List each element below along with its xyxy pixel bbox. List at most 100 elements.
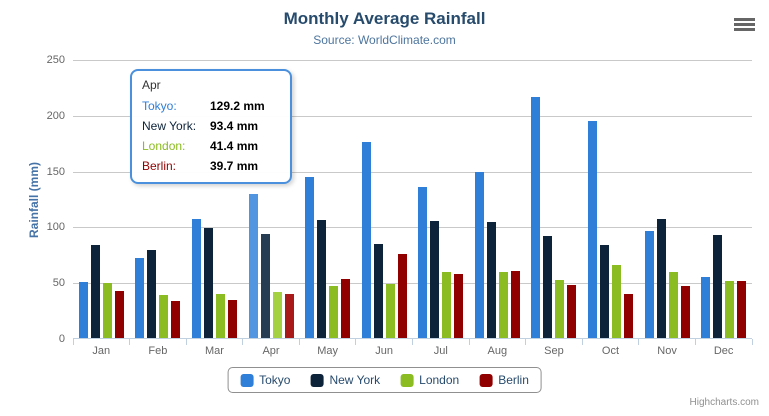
bar-new-york-nov[interactable] — [656, 219, 666, 338]
bar-new-york-aug[interactable] — [486, 221, 496, 338]
x-axis-tick — [751, 339, 753, 345]
x-axis-tick — [581, 339, 583, 345]
bar-berlin-jun[interactable] — [397, 253, 407, 338]
chart-subtitle: Source: WorldClimate.com — [313, 33, 456, 47]
bar-london-jan[interactable] — [102, 283, 112, 338]
bar-tokyo-dec[interactable] — [701, 277, 711, 338]
bar-london-aug[interactable] — [498, 271, 508, 338]
bar-berlin-jul[interactable] — [454, 273, 464, 338]
x-tick-label-dec: Dec — [713, 345, 734, 357]
x-axis-tick — [412, 339, 413, 345]
legend-item-new-york[interactable]: New York — [310, 373, 380, 387]
bar-tokyo-jul[interactable] — [418, 186, 428, 338]
bar-new-york-mar[interactable] — [203, 228, 213, 338]
hamburger-icon — [733, 28, 755, 31]
bar-tokyo-jan[interactable] — [78, 282, 88, 338]
legend-label-berlin: Berlin — [498, 373, 529, 387]
bar-london-jul[interactable] — [442, 272, 452, 338]
x-tick-label-sep: Sep — [544, 345, 564, 357]
bar-berlin-nov[interactable] — [680, 285, 690, 338]
x-axis-tick — [185, 339, 187, 345]
bar-new-york-apr[interactable] — [260, 233, 270, 338]
bar-london-feb[interactable] — [159, 294, 169, 338]
x-axis-tick — [242, 339, 244, 345]
y-tick-label-200: 200 — [46, 109, 65, 122]
bar-group-feb — [130, 60, 187, 338]
bar-new-york-feb[interactable] — [147, 250, 157, 338]
gridline-50 — [73, 283, 752, 285]
bar-london-may[interactable] — [329, 285, 339, 338]
bar-berlin-jan[interactable] — [114, 290, 124, 338]
bar-london-mar[interactable] — [215, 294, 225, 338]
bar-berlin-feb[interactable] — [171, 300, 181, 338]
bar-berlin-oct[interactable] — [624, 294, 634, 338]
bar-new-york-oct[interactable] — [600, 244, 610, 338]
bar-london-sep[interactable] — [555, 279, 565, 338]
y-tick-label-100: 100 — [46, 221, 65, 234]
tooltip-rows: Tokyo: 129.2 mm New York: 93.4 mm London: 41.… — [142, 96, 280, 176]
bar-tokyo-apr[interactable] — [248, 193, 258, 338]
bar-tokyo-aug[interactable] — [474, 172, 484, 338]
bar-new-york-jun[interactable] — [373, 243, 383, 338]
x-axis-tick — [355, 339, 357, 345]
bar-berlin-apr[interactable] — [284, 293, 294, 338]
hamburger-icon — [733, 23, 755, 26]
bar-tokyo-sep[interactable] — [531, 96, 541, 338]
bar-group-dec — [695, 60, 752, 338]
x-tick-label-apr: Apr — [262, 345, 280, 357]
bar-berlin-may[interactable] — [341, 279, 351, 338]
bar-new-york-may[interactable] — [317, 219, 327, 338]
export-menu-button[interactable] — [731, 15, 757, 33]
y-tick-label-50: 50 — [52, 277, 65, 290]
bar-tokyo-jun[interactable] — [361, 141, 371, 338]
bar-berlin-sep[interactable] — [567, 284, 577, 338]
bar-tokyo-mar[interactable] — [191, 219, 201, 338]
legend-item-berlin[interactable]: Berlin — [479, 373, 529, 387]
bar-group-apr — [243, 60, 300, 338]
x-tick-label-mar: Mar — [204, 345, 224, 357]
x-axis-tick — [638, 339, 640, 345]
bar-london-oct[interactable] — [612, 265, 622, 338]
bar-berlin-mar[interactable] — [227, 299, 237, 338]
tooltip-row-london: London: 41.4 mm — [142, 136, 280, 156]
bar-london-jun[interactable] — [385, 284, 395, 338]
bar-group-jun — [356, 60, 413, 338]
x-tick-label-oct: Oct — [601, 345, 620, 357]
bar-tokyo-nov[interactable] — [644, 231, 654, 338]
credits-link[interactable]: Highcharts.com — [689, 397, 759, 408]
bar-new-york-jul[interactable] — [430, 220, 440, 338]
bar-new-york-dec[interactable] — [713, 235, 723, 338]
bar-group-oct — [582, 60, 639, 338]
x-axis-tick — [72, 339, 74, 345]
legend-item-london[interactable]: London — [400, 373, 459, 387]
tooltip-series-name: Tokyo: — [142, 99, 177, 113]
x-tick-label-jun: Jun — [375, 345, 394, 357]
bar-tokyo-oct[interactable] — [588, 121, 598, 338]
legend-item-tokyo[interactable]: Tokyo — [240, 373, 290, 387]
bar-new-york-sep[interactable] — [543, 236, 553, 338]
tooltip-series-value: 39.7 mm — [210, 159, 259, 173]
bar-berlin-aug[interactable] — [510, 270, 520, 338]
x-tick-label-aug: Aug — [487, 345, 508, 357]
x-axis-tick — [468, 339, 470, 345]
bar-london-nov[interactable] — [668, 271, 678, 338]
bar-group-mar — [186, 60, 243, 338]
bar-berlin-dec[interactable] — [737, 280, 747, 338]
bar-tokyo-may[interactable] — [305, 177, 315, 338]
x-axis-labels: Jan Feb Mar Apr May Jun Jul Aug Sep Oct Nov Dec — [73, 345, 752, 357]
legend-swatch-new-york — [310, 373, 324, 387]
gridline-200 — [73, 115, 752, 117]
bar-london-apr[interactable] — [272, 291, 282, 338]
x-tick-label-feb: Feb — [148, 345, 168, 357]
x-tick-label-jan: Jan — [92, 345, 111, 357]
legend-swatch-london — [400, 373, 414, 387]
bar-tokyo-feb[interactable] — [135, 258, 145, 338]
bar-london-dec[interactable] — [725, 280, 735, 338]
x-axis-tick — [298, 339, 300, 345]
bar-group-may — [299, 60, 356, 338]
legend: Tokyo New York London Berlin — [227, 367, 542, 393]
bar-new-york-jan[interactable] — [90, 244, 100, 338]
gridline-150 — [73, 171, 752, 173]
tooltip-series-name: Berlin: — [142, 159, 177, 173]
